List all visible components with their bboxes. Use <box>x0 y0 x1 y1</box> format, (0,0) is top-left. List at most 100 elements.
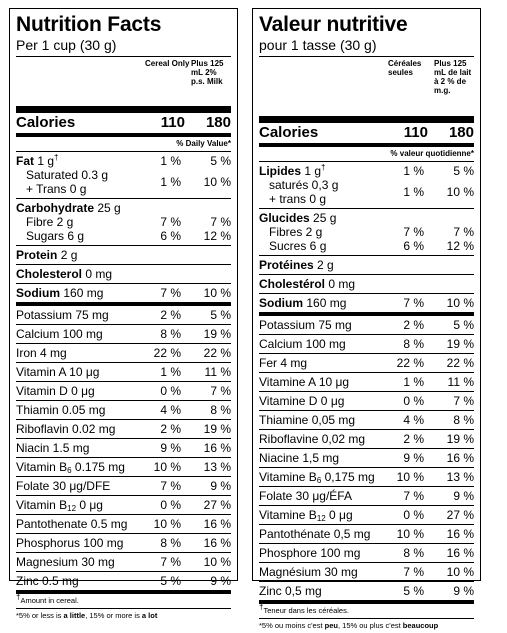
divider <box>16 362 231 363</box>
nutrient-label: Iron 4 mg <box>16 346 67 360</box>
saturated-row: Saturated 0.3 g + Trans 0 g 1 % 10 % <box>16 168 231 198</box>
nutrient-cereal-value: 10 % <box>396 527 424 541</box>
divider <box>16 590 231 594</box>
nutrient-milk-value: 8 % <box>453 413 474 427</box>
cholesterol-amount: 0 mg <box>85 267 113 281</box>
nutrient-milk-value: 16 % <box>446 546 474 560</box>
protein-amount: 2 g <box>317 258 334 272</box>
fibre-label: Fibre 2 g <box>26 215 74 229</box>
sodium-cereal: 7 % <box>160 286 181 300</box>
sodium-row: Sodium 160 mg 7 % 10 % <box>259 294 474 312</box>
divider <box>16 56 231 57</box>
sodium-label: Sodium <box>259 296 303 310</box>
calories-milk: 180 <box>448 124 474 141</box>
trans-label: + trans 0 g <box>269 192 327 206</box>
nutrient-milk-value: 22 % <box>446 356 474 370</box>
fibre-milk: 7 % <box>210 215 231 229</box>
divider <box>16 419 231 420</box>
calories-label: Calories <box>259 124 319 141</box>
saturated-row: saturés 0,3 g + trans 0 g 1 % 10 % <box>259 178 474 208</box>
panel-title: Nutrition Facts <box>16 13 162 36</box>
nutrient-cereal-value: 10 % <box>396 470 424 484</box>
fat-amount: 1 g <box>37 154 55 168</box>
nutrition-facts-panel-en: Nutrition Facts Per 1 cup (30 g) Cereal … <box>9 8 238 620</box>
nutrient-row: Riboflavine 0,02 mg 2 % 19 % <box>259 430 474 448</box>
footnote-mark: † <box>321 163 326 172</box>
nutrient-cereal-value: 4 % <box>160 403 181 417</box>
nutrient-row: Potassium 75 mg 2 % 5 % <box>259 316 474 334</box>
calories-row: Calories 110 180 <box>259 123 474 143</box>
nutrient-row: Thiamin 0.05 mg 4 % 8 % <box>16 401 231 419</box>
fat-label: Fat <box>16 154 34 168</box>
carbohydrate-amount: 25 g <box>313 211 337 225</box>
carbohydrate-label: Glucides <box>259 211 310 225</box>
nutrient-label: Vitamine A 10 μg <box>259 375 350 389</box>
protein-row: Protein 2 g <box>16 246 231 264</box>
nutrient-row: Vitamine B12 0 μg 0 % 27 % <box>259 506 474 524</box>
nutrient-label: Pantothénate 0,5 mg <box>259 527 371 541</box>
nutrient-label: Niacine 1,5 mg <box>259 451 340 465</box>
nutrient-label: Folate 30 μg/DFE <box>16 479 111 493</box>
column-headers: Céréales seules Plus 125 mL de lait à 2 … <box>259 57 474 113</box>
nutrient-row: Calcium 100 mg 8 % 19 % <box>16 325 231 343</box>
nutrient-cereal-value: 9 % <box>160 441 181 455</box>
nutrient-row: Vitamin D 0 μg 0 % 7 % <box>16 382 231 400</box>
nutrient-milk-value: 27 % <box>446 508 474 522</box>
nutrient-label: Vitamine D 0 μg <box>259 394 345 408</box>
nutrient-milk-value: 19 % <box>203 422 231 436</box>
nutrient-label: Folate 30 μg/ÉFA <box>259 489 352 503</box>
cholesterol-amount: 0 mg <box>328 277 356 291</box>
divider <box>16 438 231 439</box>
sugars-cereal: 6 % <box>160 229 181 243</box>
divider <box>259 600 474 604</box>
saturated-label: Saturated 0.3 g <box>26 168 109 182</box>
fat-row: Lipides 1 g† 1 % 5 % <box>259 162 474 179</box>
protein-label: Protéines <box>259 258 314 272</box>
nutrient-milk-value: 8 % <box>210 403 231 417</box>
footnote-amount: †Amount in cereal. <box>16 592 79 605</box>
protein-row: Protéines 2 g <box>259 256 474 274</box>
micronutrient-list: Potassium 75 mg 2 % 5 % Calcium 100 mg 8 % 19… <box>259 316 474 600</box>
saturated-cereal: 1 % <box>403 185 424 199</box>
panel-title: Valeur nutritive <box>259 13 408 36</box>
nutrient-label: Potassium 75 mg <box>259 318 352 332</box>
nutrient-milk-value: 13 % <box>446 470 474 484</box>
calories-row: Calories 110 180 <box>16 113 231 133</box>
saturated-milk: 10 % <box>446 185 474 199</box>
carbohydrate-amount: 25 g <box>97 201 121 215</box>
nutrient-cereal-value: 0 % <box>160 384 181 398</box>
nutrient-cereal-value: 0 % <box>160 498 181 512</box>
footnote-daily-value: *5% ou moins c'est peu, 15% ou plus c'es… <box>259 621 439 630</box>
nutrient-milk-value: 9 % <box>453 584 474 598</box>
fat-label: Lipides <box>259 164 302 178</box>
divider <box>16 533 231 534</box>
fat-row: Fat 1 g† 1 % 5 % <box>16 152 231 169</box>
nutrient-row: Vitamin B6 0.175 mg 10 % 13 % <box>16 458 231 476</box>
protein-amount: 2 g <box>60 248 78 262</box>
nutrient-label: Vitamine B6 0,175 mg <box>259 470 375 485</box>
column-plus-milk: Plus 125 mL de lait à 2 % de m.g. <box>434 59 472 95</box>
divider <box>259 581 474 582</box>
fibre-milk: 7 % <box>453 225 474 239</box>
valeur-nutritive-panel-fr: Valeur nutritive pour 1 tasse (30 g) Cér… <box>252 8 481 630</box>
nutrient-cereal-value: 1 % <box>160 365 181 379</box>
divider <box>259 312 474 316</box>
footnote-amount: †Teneur dans les céréales. <box>259 602 349 615</box>
saturated-label: saturés 0,3 g <box>269 178 339 192</box>
divider <box>259 391 474 392</box>
carbohydrate-row: Carbohydrate 25 g <box>16 199 231 215</box>
nutrient-label: Niacin 1.5 mg <box>16 441 90 455</box>
divider <box>259 467 474 468</box>
sugars-cereal: 6 % <box>403 239 424 253</box>
nutrient-label: Vitamin B6 0.175 mg <box>16 460 125 475</box>
nutrient-row: Niacin 1.5 mg 9 % 16 % <box>16 439 231 457</box>
nutrient-milk-value: 10 % <box>446 565 474 579</box>
nutrient-milk-value: 9 % <box>210 479 231 493</box>
nutrient-row: Vitamine B6 0,175 mg 10 % 13 % <box>259 468 474 486</box>
nutrient-milk-value: 16 % <box>203 536 231 550</box>
sodium-amount: 160 mg <box>63 286 104 300</box>
nutrient-row: Potassium 75 mg 2 % 5 % <box>16 306 231 324</box>
divider <box>259 429 474 430</box>
fat-cereal: 1 % <box>160 154 181 168</box>
divider <box>16 514 231 515</box>
